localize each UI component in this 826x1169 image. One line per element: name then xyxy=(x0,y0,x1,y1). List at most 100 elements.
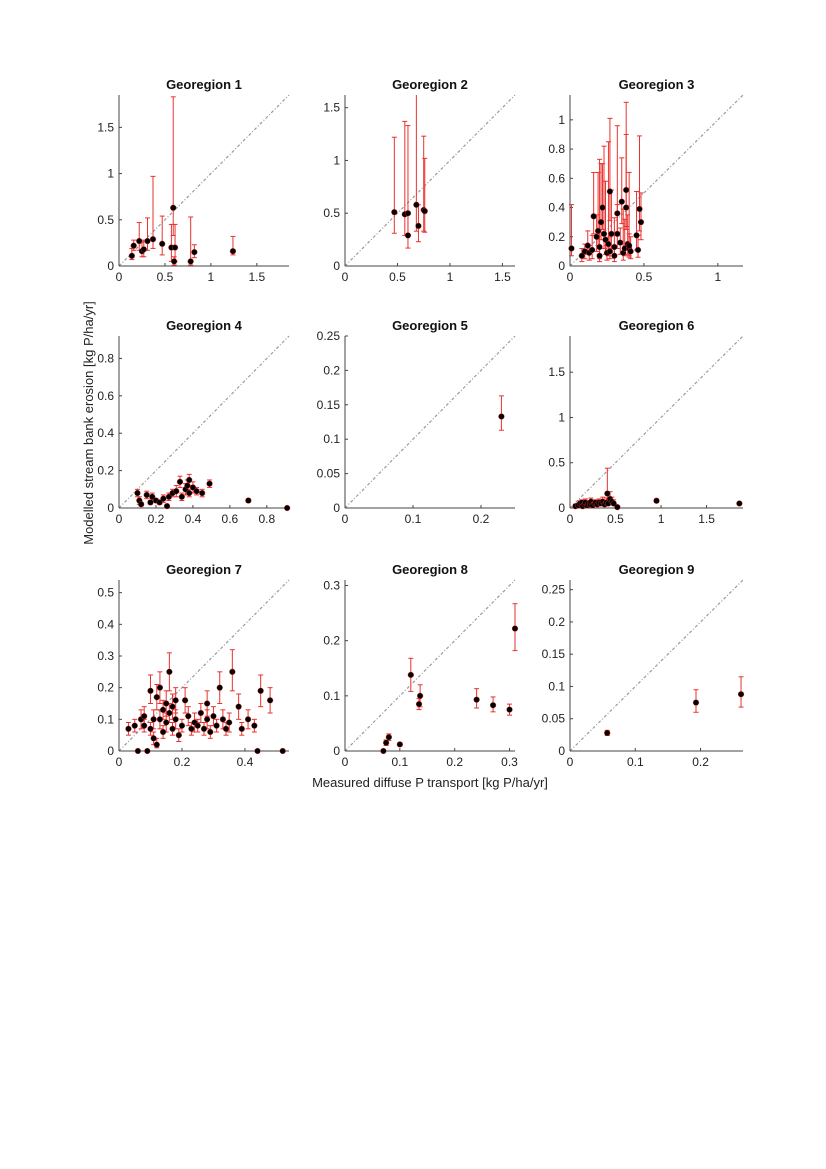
data-point xyxy=(590,213,597,220)
y-tick-label: 0.8 xyxy=(97,351,114,365)
x-tick-label: 1 xyxy=(208,270,215,284)
data-point xyxy=(279,747,286,755)
y-tick-label: 0.1 xyxy=(548,679,565,693)
reference-line-1to1 xyxy=(344,579,516,752)
y-tick-label: 1 xyxy=(333,153,340,167)
x-tick-label: 0.5 xyxy=(157,270,174,284)
y-tick-label: 1.5 xyxy=(97,120,114,134)
data-point xyxy=(736,500,743,507)
x-tick-label: 0.8 xyxy=(258,512,275,526)
x-tick-label: 0.2 xyxy=(446,755,463,769)
data-point xyxy=(623,204,630,211)
y-tick-label: 0 xyxy=(558,259,565,273)
panel-7: Georegion 7 0 0.2 0.4 0 0.1 0.2 0.3 0.4 0.5 xyxy=(97,562,290,769)
x-tick-label: 0 xyxy=(342,270,349,284)
x-tick-label: 0 xyxy=(116,512,123,526)
data-point xyxy=(633,232,640,239)
data-point xyxy=(182,697,189,704)
y-tick-label: 0.3 xyxy=(323,579,340,593)
data-point xyxy=(193,488,200,495)
data-point xyxy=(204,716,211,723)
y-tick-label: 0.05 xyxy=(317,467,341,481)
shared-x-axis-label: Measured diffuse P transport [kg P/ha/yr… xyxy=(312,775,548,790)
data-point xyxy=(187,258,194,265)
data-point xyxy=(596,252,603,259)
y-tick-label: 0.4 xyxy=(97,426,114,440)
y-tick-label: 0.4 xyxy=(97,617,114,631)
data-point xyxy=(229,248,237,255)
y-tick-label: 0.2 xyxy=(323,363,340,377)
data-point xyxy=(169,703,176,710)
x-tick-label: 0.2 xyxy=(473,512,490,526)
data-point xyxy=(169,725,176,732)
y-tick-label: 1.5 xyxy=(548,365,565,379)
data-point xyxy=(149,493,156,500)
data-point xyxy=(257,687,264,694)
data-point xyxy=(383,739,390,746)
y-tick-label: 0 xyxy=(558,501,565,515)
data-point xyxy=(185,713,192,720)
data-point xyxy=(159,728,167,736)
data-point xyxy=(229,668,236,675)
data-point xyxy=(150,716,157,723)
data-point xyxy=(156,499,163,506)
x-tick-label: 0.3 xyxy=(501,755,518,769)
data-point xyxy=(421,208,428,215)
data-point xyxy=(737,691,745,698)
y-tick-label: 0.2 xyxy=(548,615,565,629)
data-point xyxy=(153,741,160,748)
y-tick-label: 0.2 xyxy=(548,230,565,244)
data-point xyxy=(636,205,643,213)
data-point xyxy=(200,725,208,732)
y-tick-label: 0.2 xyxy=(323,634,340,648)
y-tick-label: 0.1 xyxy=(323,432,340,446)
data-point xyxy=(163,700,170,707)
shared-y-axis-label: Modelled stream bank erosion [kg P/ha/yr… xyxy=(81,301,96,545)
data-point xyxy=(611,243,618,251)
data-point xyxy=(614,503,621,511)
data-point xyxy=(415,701,423,708)
panel-title: Georegion 5 xyxy=(392,318,468,333)
data-point xyxy=(396,741,403,748)
y-tick-label: 1.5 xyxy=(323,101,340,115)
data-point xyxy=(216,684,223,691)
panel-title: Georegion 4 xyxy=(166,318,243,333)
x-tick-label: 1.5 xyxy=(698,512,715,526)
data-point xyxy=(417,692,424,699)
panel-title: Georegion 3 xyxy=(619,77,695,92)
data-point xyxy=(226,719,233,726)
x-tick-label: 0.2 xyxy=(692,755,709,769)
panel-9: Georegion 9 0 0.1 0.2 0 0.05 0.1 0.15 0.2 0.25 xyxy=(542,562,745,769)
data-point xyxy=(136,237,143,245)
data-point xyxy=(254,747,261,755)
y-tick-label: 0.1 xyxy=(323,689,340,703)
reference-line-1to1 xyxy=(344,335,516,509)
reference-line-1to1 xyxy=(118,579,290,752)
y-tick-label: 1 xyxy=(107,167,114,181)
data-point xyxy=(599,204,606,211)
x-tick-label: 0 xyxy=(567,755,574,769)
y-tick-label: 0.6 xyxy=(548,171,565,185)
y-tick-label: 0.3 xyxy=(97,649,114,663)
data-point xyxy=(204,700,211,707)
data-point xyxy=(589,246,596,254)
data-point xyxy=(150,735,157,742)
x-tick-label: 1.5 xyxy=(494,270,511,284)
data-point xyxy=(141,713,148,720)
data-point xyxy=(156,684,164,691)
data-point xyxy=(604,490,611,497)
y-tick-label: 0 xyxy=(107,744,114,758)
x-tick-label: 0.2 xyxy=(174,755,191,769)
data-point xyxy=(184,482,191,489)
data-point xyxy=(245,497,252,504)
data-point xyxy=(143,491,150,499)
y-tick-label: 0.25 xyxy=(317,329,341,343)
data-point xyxy=(604,729,611,737)
panel-title: Georegion 1 xyxy=(166,77,242,92)
data-point xyxy=(173,488,180,495)
data-point xyxy=(614,210,621,217)
panel-title: Georegion 7 xyxy=(166,562,242,577)
data-point xyxy=(614,230,621,237)
y-tick-label: 0 xyxy=(333,259,340,273)
x-tick-label: 0.4 xyxy=(185,512,202,526)
